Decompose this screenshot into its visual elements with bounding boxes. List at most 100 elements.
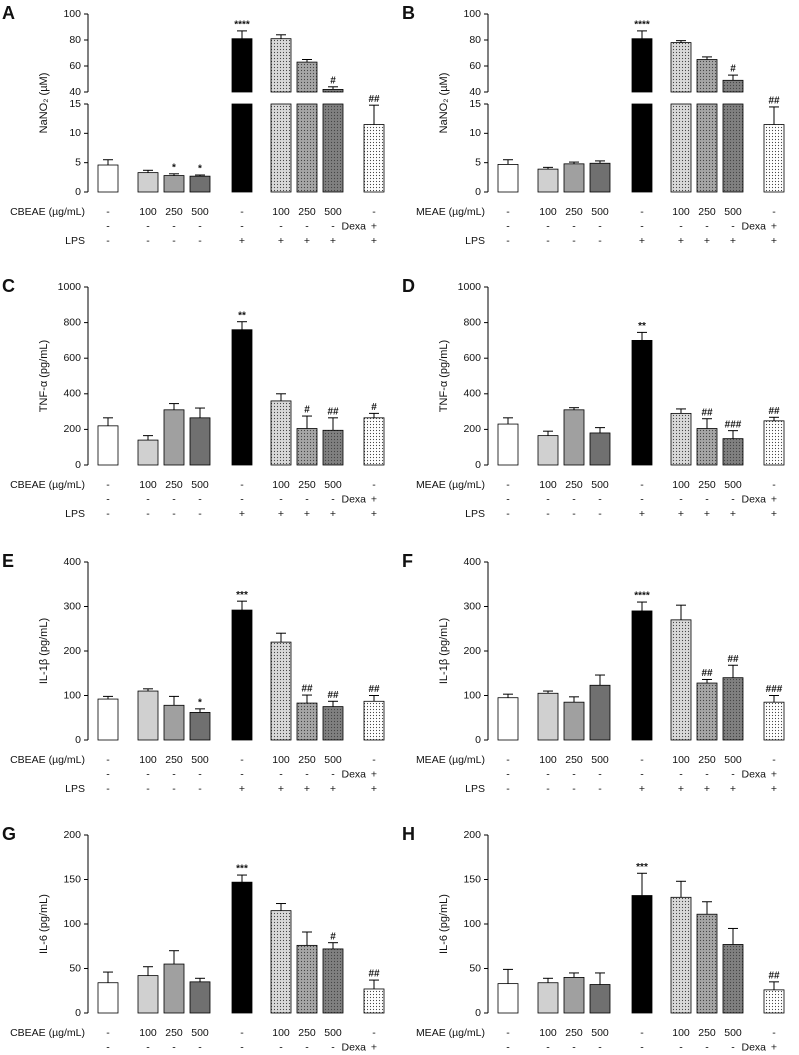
condition-value: -: [172, 220, 176, 232]
bar: [163, 963, 185, 1014]
condition-value: +: [639, 783, 645, 795]
bar: [231, 881, 253, 1014]
y-tick-label: 300: [63, 600, 81, 612]
condition-value: -: [546, 493, 550, 505]
bar: [189, 712, 211, 741]
condition-value: -: [731, 768, 735, 780]
y-tick-label: 80: [69, 34, 81, 46]
y-tick-label: 200: [63, 423, 81, 435]
significance-label: ##: [768, 406, 780, 417]
condition-value: +: [371, 493, 377, 505]
condition-value: +: [239, 783, 245, 795]
condition-value: +: [771, 493, 777, 505]
condition-value: +: [330, 235, 336, 247]
y-tick-label: 50: [469, 962, 481, 974]
condition-value: -: [640, 220, 644, 232]
bar: [563, 409, 585, 466]
panel-letter: F: [402, 551, 413, 571]
condition-label: CBEAE (µg/mL): [10, 206, 85, 218]
condition-value: -: [572, 220, 576, 232]
condition-value: 100: [539, 754, 557, 766]
condition-value: -: [772, 206, 776, 218]
condition-value: -: [172, 508, 176, 520]
condition-value: 500: [724, 754, 742, 766]
condition-value: -: [506, 783, 510, 795]
condition-value: -: [146, 235, 150, 247]
bar: [631, 895, 653, 1014]
condition-value: 250: [298, 754, 316, 766]
bar: [163, 409, 185, 466]
condition-value: -: [506, 754, 510, 766]
y-tick-label: 0: [75, 1007, 81, 1019]
y-tick-label: 0: [475, 734, 481, 746]
bar: [497, 983, 519, 1014]
condition-value: 100: [139, 1027, 157, 1039]
significance-label: ##: [727, 654, 739, 665]
y-tick-label: 0: [75, 186, 81, 198]
panel-letter: A: [2, 3, 15, 23]
condition-label: Dexa: [741, 1041, 766, 1053]
condition-value: 100: [672, 754, 690, 766]
condition-value: -: [198, 508, 202, 520]
y-tick-label: 600: [463, 352, 481, 364]
condition-value: 500: [591, 206, 609, 218]
bar: [670, 896, 692, 1014]
condition-label: LPS: [65, 783, 85, 795]
condition-value: -: [106, 479, 110, 491]
y-tick-label: 0: [75, 459, 81, 471]
condition-value: -: [598, 235, 602, 247]
bar: [563, 163, 585, 193]
bar: [363, 124, 385, 193]
condition-value: 100: [539, 206, 557, 218]
y-axis-label: TNF-α (pg/mL): [438, 340, 450, 412]
bar: [363, 988, 385, 1014]
condition-value: +: [730, 783, 736, 795]
condition-value: -: [506, 508, 510, 520]
condition-value: -: [106, 1041, 110, 1053]
condition-value: +: [278, 783, 284, 795]
condition-value: -: [640, 754, 644, 766]
condition-value: -: [198, 768, 202, 780]
y-tick-label: 150: [63, 873, 81, 885]
condition-value: -: [240, 220, 244, 232]
significance-label: ##: [301, 684, 313, 695]
condition-value: -: [679, 220, 683, 232]
condition-value: +: [239, 235, 245, 247]
condition-value: -: [506, 493, 510, 505]
condition-value: -: [546, 783, 550, 795]
condition-label: CBEAE (µg/mL): [10, 754, 85, 766]
y-tick-label: 5: [475, 156, 481, 168]
condition-value: +: [304, 235, 310, 247]
bar: [589, 162, 611, 193]
condition-value: +: [771, 1041, 777, 1053]
y-tick-label: 300: [463, 600, 481, 612]
bar: [270, 400, 292, 466]
bar: [231, 329, 253, 466]
significance-label: #: [304, 405, 310, 416]
y-tick-label: 200: [63, 645, 81, 657]
panel-letter: B: [402, 3, 415, 23]
condition-value: 500: [324, 479, 342, 491]
panel-letter: D: [402, 276, 415, 296]
significance-label: ##: [368, 969, 380, 980]
condition-value: -: [546, 768, 550, 780]
bar-lower: [696, 103, 718, 193]
significance-label: ****: [634, 591, 650, 602]
condition-value: 500: [591, 754, 609, 766]
condition-value: -: [146, 768, 150, 780]
bar: [696, 682, 718, 741]
y-tick-label: 400: [463, 388, 481, 400]
condition-value: +: [771, 508, 777, 520]
bar: [270, 38, 292, 93]
condition-value: -: [331, 1041, 335, 1053]
condition-value: -: [640, 479, 644, 491]
condition-value: 100: [672, 1027, 690, 1039]
condition-value: 100: [272, 206, 290, 218]
condition-value: +: [371, 768, 377, 780]
condition-value: -: [705, 768, 709, 780]
y-tick-label: 15: [469, 98, 481, 110]
condition-value: -: [106, 754, 110, 766]
condition-value: -: [198, 783, 202, 795]
condition-value: 100: [539, 479, 557, 491]
condition-value: -: [572, 783, 576, 795]
